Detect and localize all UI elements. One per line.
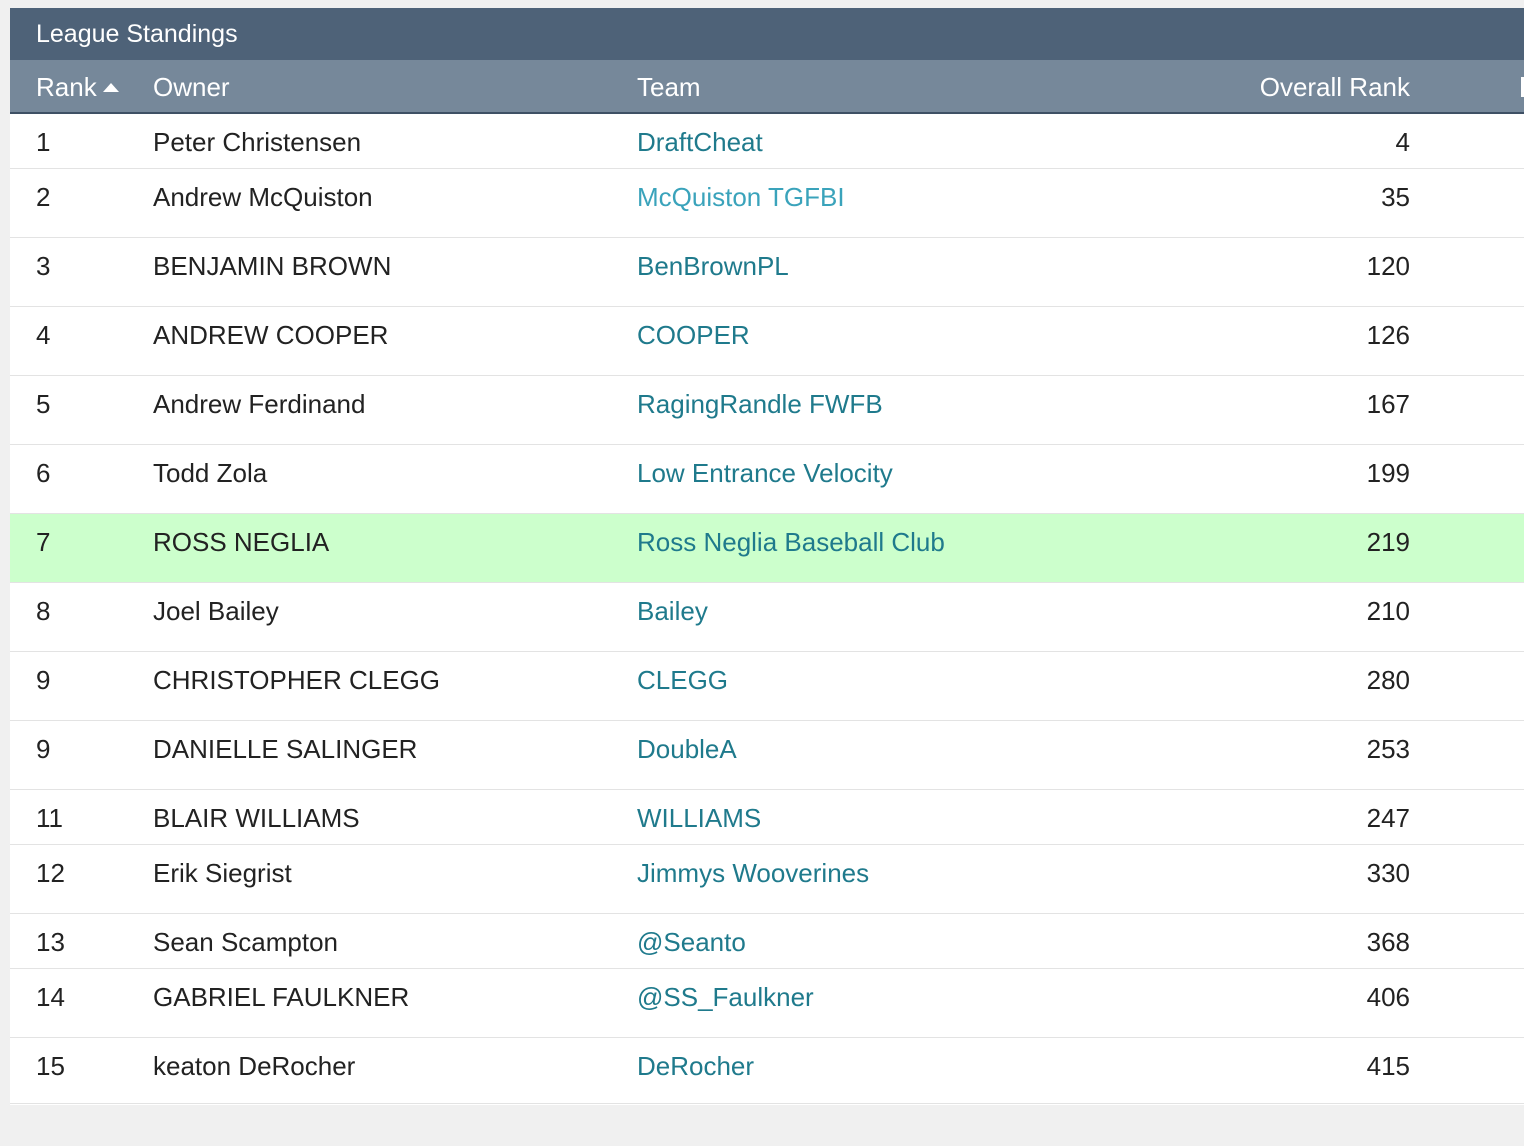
team-link[interactable]: McQuiston TGFBI xyxy=(637,182,845,212)
table-body: 1 Peter Christensen DraftCheat 4 2 Andre… xyxy=(10,114,1524,1104)
team-link[interactable]: RagingRandle FWFB xyxy=(637,389,883,419)
overall-rank-cell: 219 xyxy=(1366,527,1410,557)
overall-rank-cell: 126 xyxy=(1366,320,1410,350)
table-row: 8 Joel Bailey Bailey 210 xyxy=(10,583,1524,652)
rank-cell: 11 xyxy=(36,803,63,833)
team-link[interactable]: DeRocher xyxy=(637,1051,755,1081)
sort-ascending-icon[interactable] xyxy=(102,83,119,92)
table-row-highlighted: 7 ROSS NEGLIA Ross Neglia Baseball Club … xyxy=(10,514,1524,583)
overall-rank-cell: 210 xyxy=(1366,596,1410,626)
rank-cell: 1 xyxy=(36,127,51,157)
column-header-rank-label: Rank xyxy=(36,72,97,102)
column-header-overall-rank[interactable]: Overall Rank xyxy=(1259,72,1410,102)
owner-cell: GABRIEL FAULKNER xyxy=(153,982,410,1012)
owner-cell: ANDREW COOPER xyxy=(153,320,389,350)
team-link[interactable]: CLEGG xyxy=(637,665,729,695)
table-row: 9 DANIELLE SALINGER DoubleA 253 xyxy=(10,721,1524,790)
overall-rank-cell: 4 xyxy=(1395,127,1410,157)
rank-cell: 8 xyxy=(36,596,51,626)
rank-cell: 15 xyxy=(36,1051,65,1081)
table-row: 5 Andrew Ferdinand RagingRandle FWFB 167 xyxy=(10,376,1524,445)
table-row: 13 Sean Scampton @Seanto 368 xyxy=(10,914,1524,969)
rank-cell: 9 xyxy=(36,665,51,695)
rank-cell: 3 xyxy=(36,251,51,281)
owner-cell: Todd Zola xyxy=(153,458,268,488)
rank-cell: 14 xyxy=(36,982,65,1012)
rank-cell: 5 xyxy=(36,389,51,419)
owner-cell: Andrew McQuiston xyxy=(153,182,373,212)
owner-cell: Andrew Ferdinand xyxy=(153,389,366,419)
overall-rank-cell: 120 xyxy=(1366,251,1410,281)
overall-rank-cell: 368 xyxy=(1366,927,1410,957)
team-link[interactable]: DraftCheat xyxy=(637,127,763,157)
column-header-owner[interactable]: Owner xyxy=(153,72,230,102)
overall-rank-cell: 330 xyxy=(1366,858,1410,888)
team-link[interactable]: BenBrownPL xyxy=(637,251,789,281)
owner-cell: keaton DeRocher xyxy=(153,1051,356,1081)
rank-cell: 13 xyxy=(36,927,65,957)
owner-cell: BLAIR WILLIAMS xyxy=(153,803,360,833)
table-row: 6 Todd Zola Low Entrance Velocity 199 xyxy=(10,445,1524,514)
rank-cell: 6 xyxy=(36,458,51,488)
table-row: 3 BENJAMIN BROWN BenBrownPL 120 xyxy=(10,238,1524,307)
table-row: 1 Peter Christensen DraftCheat 4 xyxy=(10,114,1524,169)
league-standings-panel: League Standings Rank Owner Team Overall… xyxy=(10,8,1524,1105)
table-header: Rank Owner Team Overall Rank xyxy=(10,60,1524,114)
table-row: 9 CHRISTOPHER CLEGG CLEGG 280 xyxy=(10,652,1524,721)
column-header-team[interactable]: Team xyxy=(637,72,701,102)
team-link[interactable]: Bailey xyxy=(637,596,708,626)
owner-cell: ROSS NEGLIA xyxy=(153,527,330,557)
overall-rank-cell: 406 xyxy=(1366,982,1410,1012)
rank-cell: 2 xyxy=(36,182,51,212)
team-link[interactable]: @SS_Faulkner xyxy=(637,982,814,1012)
team-link[interactable]: COOPER xyxy=(637,320,750,350)
rank-cell: 9 xyxy=(36,734,51,764)
overall-rank-cell: 35 xyxy=(1381,182,1410,212)
owner-cell: CHRISTOPHER CLEGG xyxy=(153,665,441,695)
owner-cell: Sean Scampton xyxy=(153,927,339,957)
team-link[interactable]: @Seanto xyxy=(637,927,746,957)
table-row: 15 keaton DeRocher DeRocher 415 xyxy=(10,1038,1524,1104)
table-row: 4 ANDREW COOPER COOPER 126 xyxy=(10,307,1524,376)
table-row: 2 Andrew McQuiston McQuiston TGFBI 35 xyxy=(10,169,1524,238)
panel-title: League Standings xyxy=(10,8,1524,60)
team-link[interactable]: Ross Neglia Baseball Club xyxy=(637,527,945,557)
table-row: 11 BLAIR WILLIAMS WILLIAMS 247 xyxy=(10,790,1524,845)
overall-rank-cell: 167 xyxy=(1366,389,1410,419)
team-link[interactable]: WILLIAMS xyxy=(637,803,762,833)
overall-rank-cell: 253 xyxy=(1366,734,1410,764)
rank-cell: 4 xyxy=(36,320,51,350)
team-link[interactable]: DoubleA xyxy=(637,734,737,764)
owner-cell: DANIELLE SALINGER xyxy=(153,734,418,764)
team-link[interactable]: Low Entrance Velocity xyxy=(637,458,893,488)
overall-rank-cell: 247 xyxy=(1366,803,1410,833)
owner-cell: Joel Bailey xyxy=(153,596,279,626)
overall-rank-cell: 280 xyxy=(1366,665,1410,695)
overall-rank-cell: 199 xyxy=(1366,458,1410,488)
owner-cell: Peter Christensen xyxy=(153,127,362,157)
owner-cell: BENJAMIN BROWN xyxy=(153,251,392,281)
rank-cell: 12 xyxy=(36,858,65,888)
team-link[interactable]: Jimmys Wooverines xyxy=(637,858,870,888)
rank-cell: 7 xyxy=(36,527,51,557)
owner-cell: Erik Siegrist xyxy=(153,858,292,888)
table-row: 12 Erik Siegrist Jimmys Wooverines 330 xyxy=(10,845,1524,914)
overall-rank-cell: 415 xyxy=(1366,1051,1410,1081)
column-edge-marker xyxy=(1521,77,1524,97)
table-row: 14 GABRIEL FAULKNER @SS_Faulkner 406 xyxy=(10,969,1524,1038)
column-header-rank[interactable]: Rank xyxy=(36,60,119,114)
